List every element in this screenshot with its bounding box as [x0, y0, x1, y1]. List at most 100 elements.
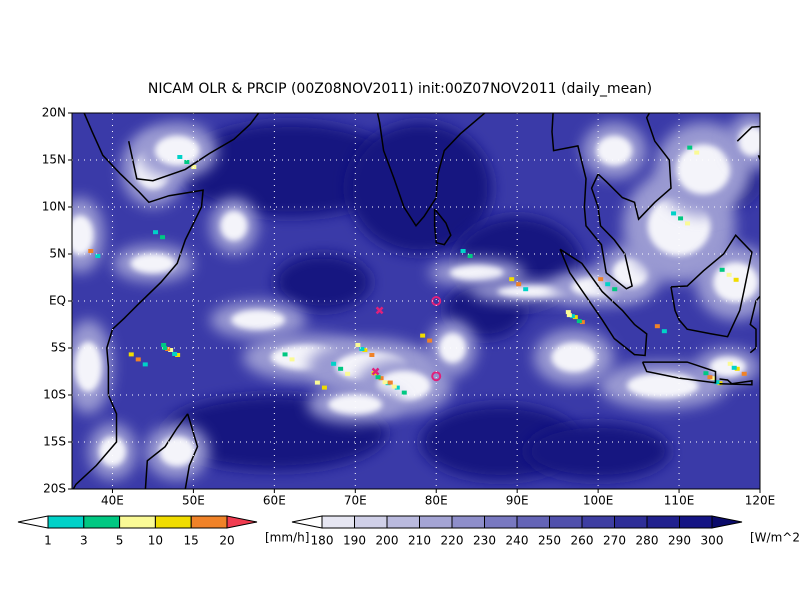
- colorbar-box: [451, 515, 485, 529]
- colorbar-label: 210: [408, 534, 431, 548]
- cloud-core: [438, 333, 466, 363]
- colorbar-box: [154, 515, 192, 529]
- lon-tick-label: 110E: [664, 494, 695, 508]
- cloud-core: [738, 126, 760, 157]
- lat-tick-label: EQ: [49, 294, 66, 308]
- precip-spot: [605, 282, 611, 287]
- precip-spot: [694, 150, 700, 155]
- colorbar-box: [549, 515, 583, 529]
- precip-spot: [345, 371, 351, 376]
- colorbar-box: [119, 515, 156, 529]
- precip-spot: [703, 371, 709, 376]
- precip-spot: [135, 357, 141, 362]
- colorbar-box: [321, 515, 355, 529]
- colorbar-label: 15: [184, 534, 199, 548]
- lon-tick-label: 100E: [583, 494, 614, 508]
- precip-spot: [467, 254, 473, 258]
- cloud-core: [74, 341, 102, 392]
- cloud-core: [709, 356, 746, 377]
- coastline: [559, 248, 648, 357]
- cloud-core: [154, 135, 200, 166]
- colorbar-label: 3: [80, 534, 88, 548]
- precip-spot: [661, 329, 667, 334]
- precip-spot: [460, 249, 466, 253]
- precip-spot: [572, 315, 578, 320]
- precip-spot: [707, 375, 713, 380]
- precip-spot: [726, 272, 732, 277]
- lat-tick-label: 5N: [49, 247, 66, 261]
- cloud-core: [220, 210, 248, 241]
- colorbar-label: 270: [603, 534, 626, 548]
- colorbar-label: 5: [116, 534, 124, 548]
- cloud-core: [130, 253, 176, 274]
- precip-spot: [427, 338, 433, 343]
- x-marker: [371, 367, 380, 376]
- colorbar-label: 260: [571, 534, 594, 548]
- coastline: [749, 295, 760, 354]
- colorbar-box: [419, 515, 453, 529]
- clear-sky: [178, 122, 403, 217]
- colorbar-box: [646, 515, 680, 529]
- precip-spot: [375, 375, 381, 380]
- lon-tick-label: 70E: [344, 494, 367, 508]
- colorbar-label: 240: [506, 534, 529, 548]
- colorbar-label: 250: [538, 534, 561, 548]
- clear-sky: [274, 254, 371, 311]
- precip-spot: [369, 353, 375, 357]
- coastline: [736, 125, 760, 142]
- colorbar-low: [17, 515, 49, 529]
- coastline: [72, 113, 204, 489]
- precip-spot: [731, 365, 737, 370]
- precip-spot: [565, 310, 571, 315]
- lat-tick-label: 15S: [43, 435, 66, 449]
- cloud-core: [449, 265, 504, 281]
- precip-spot: [362, 348, 368, 352]
- precip-spot: [420, 333, 426, 338]
- lat-tick-label: 20S: [43, 482, 66, 496]
- precip-spot: [331, 361, 337, 366]
- precip-spot: [160, 235, 166, 240]
- map: [72, 113, 760, 489]
- precip-spot: [282, 352, 288, 357]
- cloud-core: [231, 309, 286, 330]
- lon-tick-label: 60E: [263, 494, 286, 508]
- precip-spot: [387, 380, 393, 385]
- colorbar-unit: [W/m^2]: [750, 531, 800, 545]
- colorbar-box: [484, 515, 518, 529]
- colorbar-high: [226, 515, 258, 529]
- cloud-core: [596, 135, 633, 166]
- precip-spot: [128, 352, 134, 357]
- colorbar-label: 10: [148, 534, 163, 548]
- colorbar-label: 180: [311, 534, 334, 548]
- cloud-core: [72, 215, 94, 256]
- colorbar-label: 280: [636, 534, 659, 548]
- lat-tick-label: 15N: [42, 153, 66, 167]
- colorbar-label: 1: [44, 534, 52, 548]
- colorbar-label: 230: [473, 534, 496, 548]
- colorbar-box: [679, 515, 713, 529]
- precip-spot: [401, 390, 407, 395]
- cloud-core: [98, 436, 126, 467]
- precip-spot: [321, 385, 327, 390]
- precip-spot: [523, 287, 529, 292]
- coastline: [376, 113, 486, 228]
- precip-spot: [685, 221, 691, 226]
- precip-spot: [162, 346, 168, 350]
- lat-tick-label: 10N: [42, 200, 66, 214]
- colorbar-box: [386, 515, 420, 529]
- precip-spot: [714, 380, 720, 385]
- colorbar-box: [516, 515, 550, 529]
- clear-sky: [348, 122, 493, 254]
- precip-spot: [168, 348, 174, 352]
- precip-spot: [394, 385, 400, 390]
- coastline: [144, 413, 199, 489]
- precip-spot: [161, 343, 167, 347]
- lon-tick-label: 40E: [101, 494, 124, 508]
- coastline: [757, 155, 760, 162]
- cloud-core: [159, 436, 196, 467]
- precip-spot: [88, 249, 94, 253]
- precip-spot: [184, 160, 190, 164]
- cloud-core: [328, 394, 383, 415]
- precip-spot: [509, 277, 515, 282]
- colorbar-label: 220: [441, 534, 464, 548]
